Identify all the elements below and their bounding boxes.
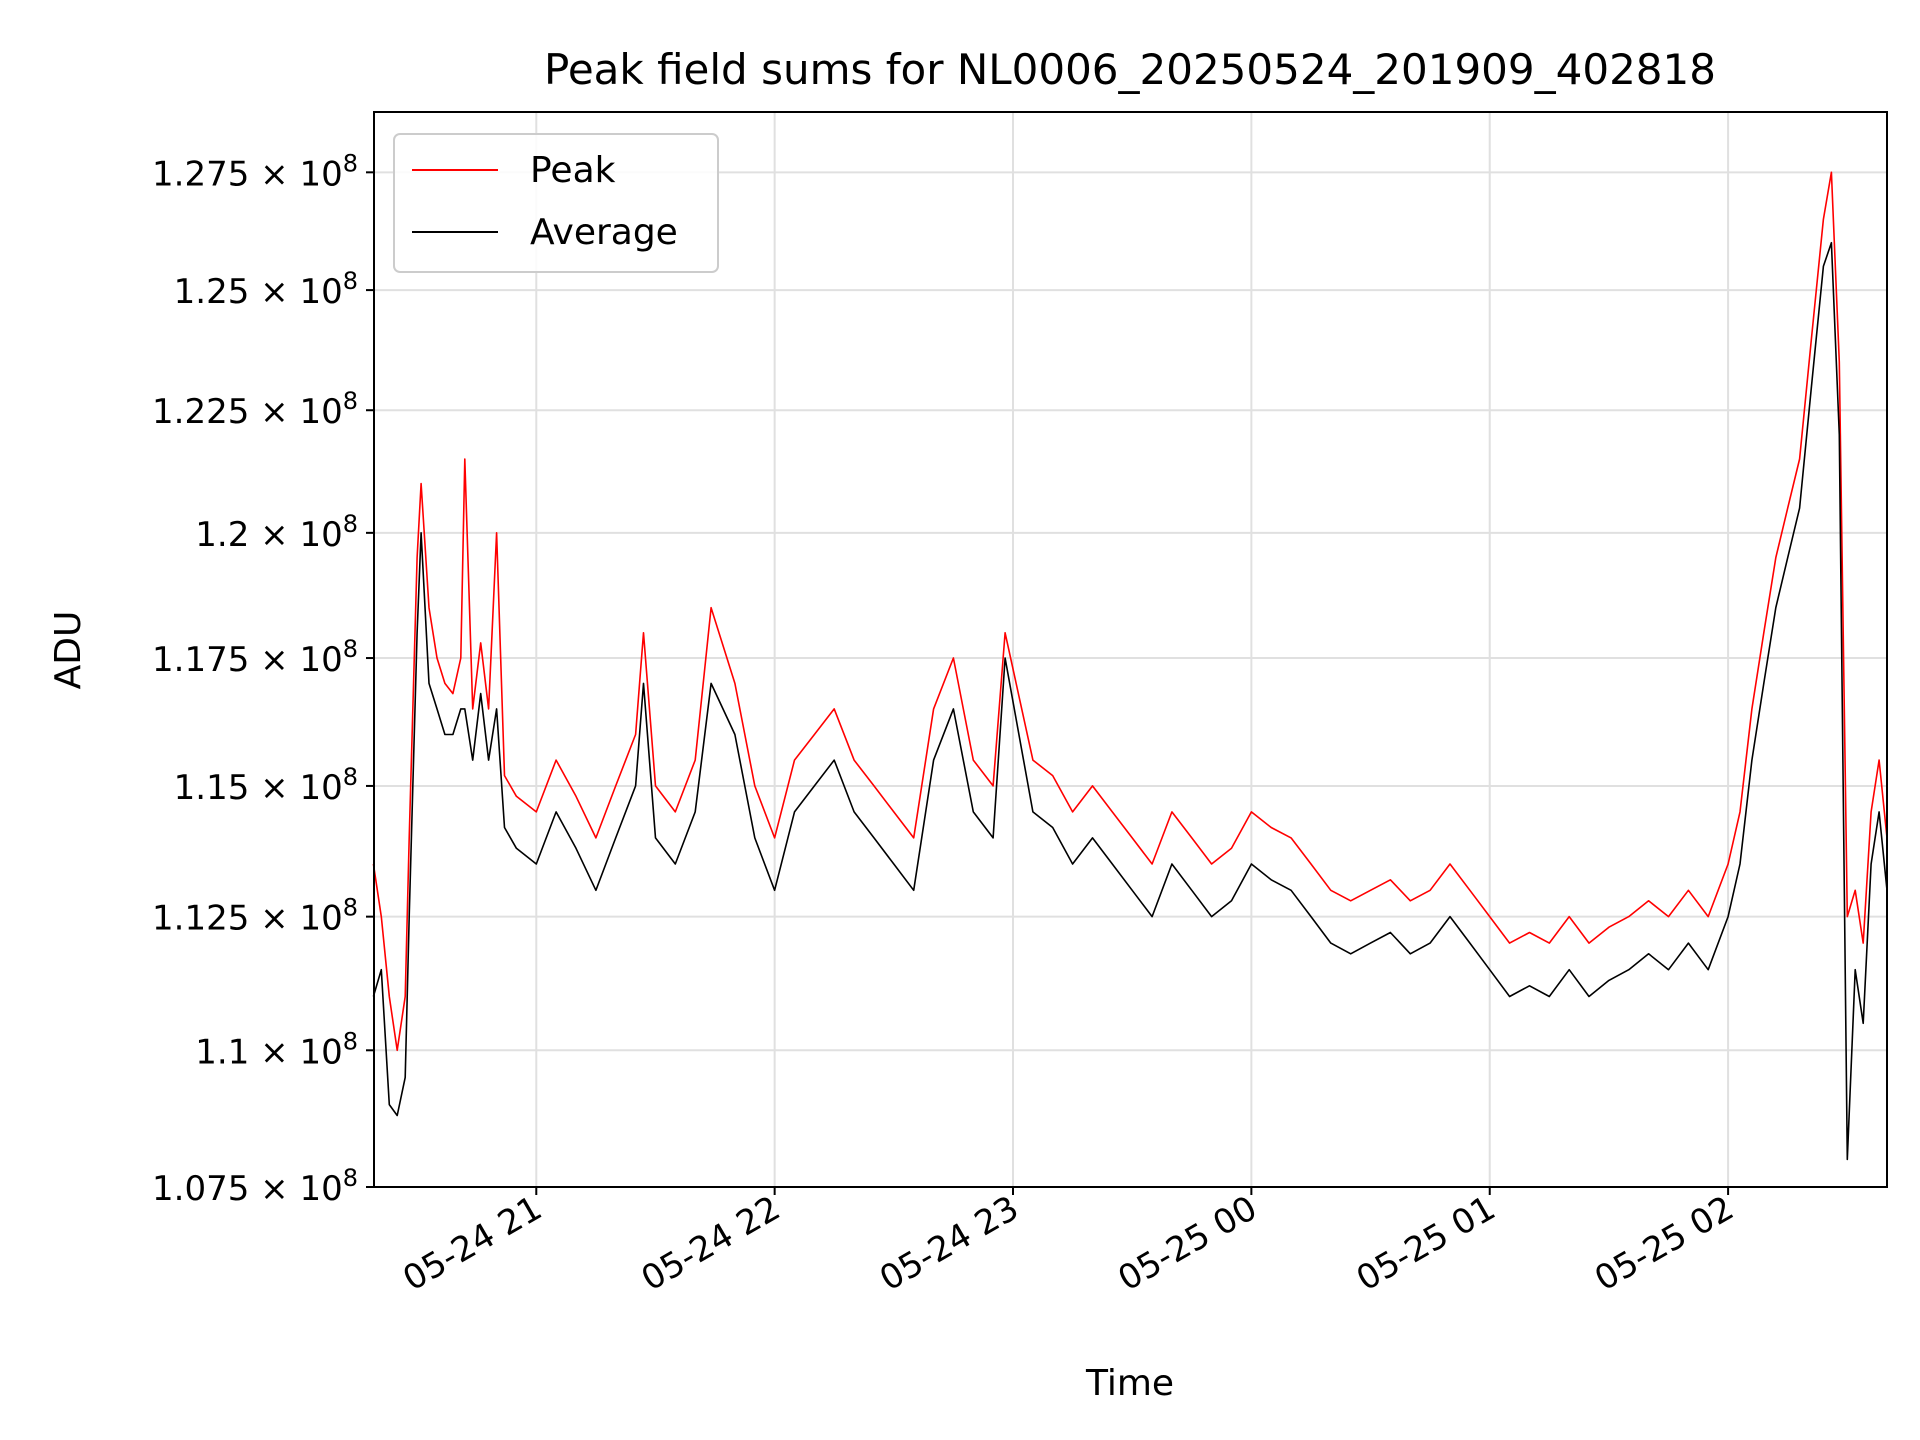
y-tick-label: 1.225 × 108 (152, 387, 358, 432)
y-axis: 1.075 × 108 1.1 × 108 1.125 × 108 1.15 × 10… (152, 149, 374, 1209)
y-tick-label: 1.275 × 108 (152, 149, 358, 194)
y-tick-label: 1.25 × 108 (174, 267, 358, 312)
y-tick-label: 1.15 × 108 (174, 763, 358, 808)
legend: Peak Average (393, 133, 719, 273)
y-tick-label: 1.125 × 108 (152, 894, 358, 939)
x-axis-label: Time (1085, 1363, 1174, 1404)
legend-box (393, 133, 719, 273)
y-axis-label: ADU (48, 611, 89, 690)
legend-label-peak: Peak (530, 150, 616, 191)
chart-title: Peak field sums for NL0006_20250524_2019… (544, 45, 1716, 94)
y-tick-label: 1.175 × 108 (152, 635, 358, 680)
plot-frame (373, 111, 1888, 1188)
y-tick-label: 1.2 × 108 (195, 510, 358, 555)
series-line-average (372, 241, 1888, 1161)
y-tick-label: 1.075 × 108 (152, 1164, 358, 1209)
y-tick-label: 1.1 × 108 (195, 1027, 358, 1072)
series-line-peak (372, 171, 1888, 1052)
legend-label-average: Average (530, 212, 678, 253)
plot-area (372, 171, 1888, 1161)
